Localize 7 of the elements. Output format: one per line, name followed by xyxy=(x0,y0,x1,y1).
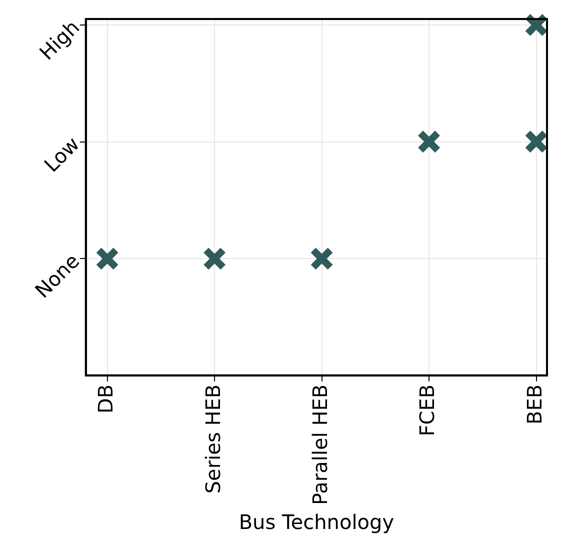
category-label: Low xyxy=(39,132,84,177)
x-tick-label: Parallel HEB xyxy=(308,384,332,505)
x-tick-label: FCEB xyxy=(415,384,440,436)
x-axis-title: Bus Technology xyxy=(238,510,394,534)
x-tick-label: Series HEB xyxy=(200,384,225,494)
x-tick-label: BEB xyxy=(522,384,546,424)
x-tick-label: DB xyxy=(94,384,118,414)
